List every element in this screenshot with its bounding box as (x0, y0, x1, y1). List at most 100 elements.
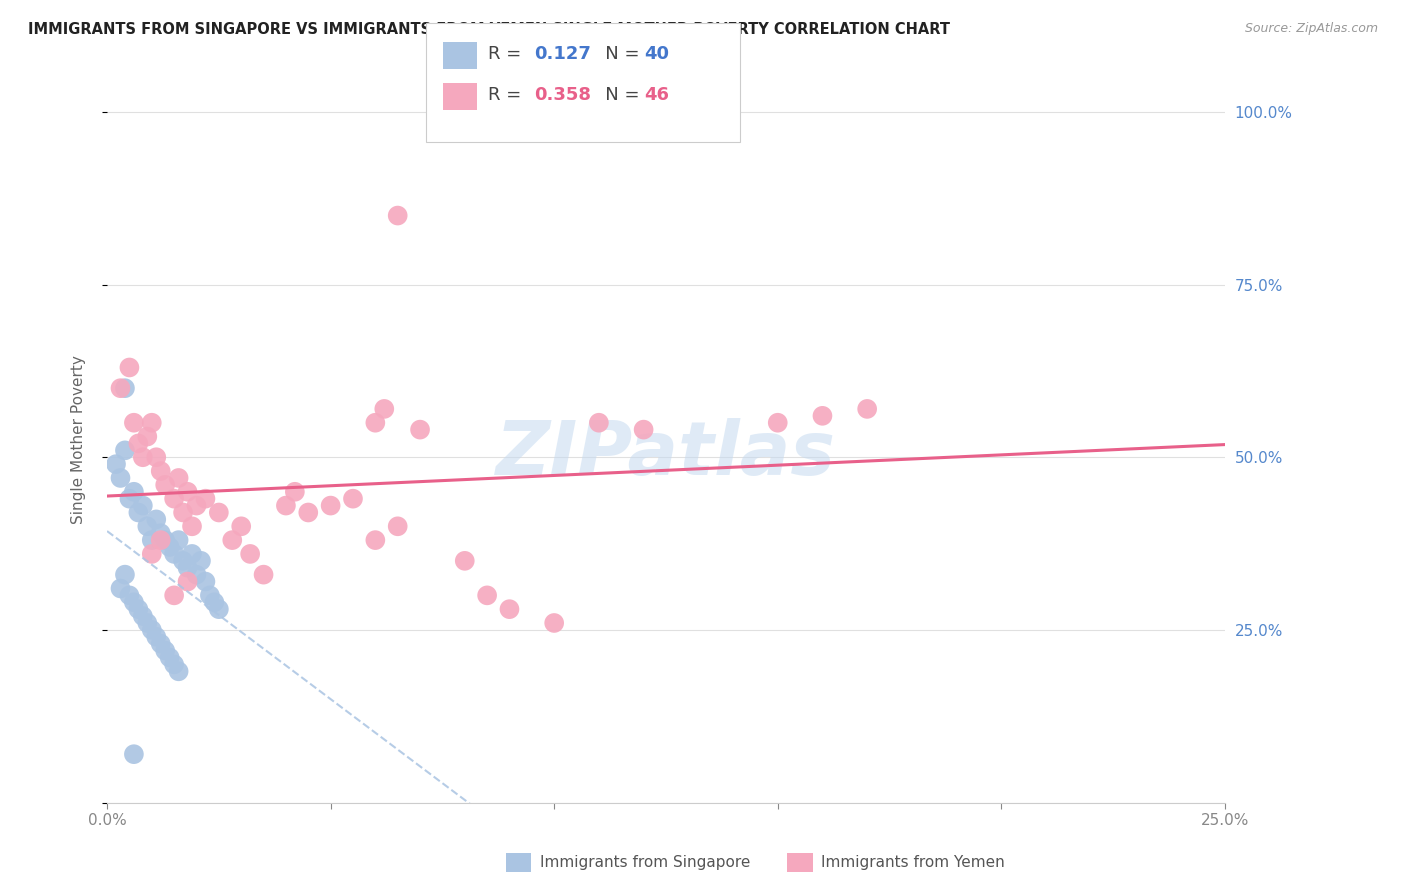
Point (163, 491, 186, 506)
Text: Immigrants from Singapore: Immigrants from Singapore (540, 855, 751, 870)
Point (176, 560, 198, 574)
Point (122, 416, 145, 430)
Text: 40: 40 (644, 45, 669, 63)
Point (297, 506, 319, 520)
Point (163, 547, 186, 561)
Point (364, 533, 387, 548)
Point (194, 574, 217, 589)
Point (176, 484, 198, 499)
Point (132, 609, 155, 624)
Point (141, 547, 163, 561)
Point (208, 602, 231, 616)
Point (114, 443, 136, 458)
Point (176, 574, 198, 589)
Text: N =: N = (588, 87, 645, 104)
Point (194, 491, 217, 506)
Point (172, 506, 194, 520)
Text: 0.358: 0.358 (534, 87, 592, 104)
Point (127, 506, 149, 520)
Point (149, 464, 172, 478)
Point (127, 436, 149, 450)
Point (149, 533, 172, 548)
Point (172, 554, 194, 568)
Point (319, 499, 342, 513)
Point (231, 519, 253, 533)
Point (136, 519, 159, 533)
Point (118, 491, 141, 506)
Point (239, 547, 262, 561)
Point (342, 491, 364, 506)
Point (856, 401, 879, 416)
Point (118, 588, 141, 602)
Point (127, 602, 149, 616)
Point (588, 416, 610, 430)
Point (766, 416, 789, 430)
Y-axis label: Single Mother Poverty: Single Mother Poverty (72, 356, 86, 524)
Point (159, 540, 181, 554)
Point (167, 665, 190, 679)
Point (149, 526, 172, 541)
Text: R =: R = (488, 45, 533, 63)
Point (141, 533, 163, 548)
Text: N =: N = (588, 45, 645, 63)
Point (132, 450, 155, 465)
Text: IMMIGRANTS FROM SINGAPORE VS IMMIGRANTS FROM YEMEN SINGLE MOTHER POVERTY CORRELA: IMMIGRANTS FROM SINGAPORE VS IMMIGRANTS … (28, 22, 950, 37)
Point (153, 533, 176, 548)
Point (105, 457, 128, 471)
Point (141, 416, 163, 430)
Point (181, 519, 204, 533)
Point (114, 381, 136, 395)
Point (141, 623, 163, 637)
Point (153, 643, 176, 657)
Point (274, 499, 297, 513)
Point (145, 630, 167, 644)
Point (114, 567, 136, 582)
Point (118, 360, 141, 375)
Point (110, 471, 132, 485)
Text: Source: ZipAtlas.com: Source: ZipAtlas.com (1244, 22, 1378, 36)
Text: ZIPatlas: ZIPatlas (496, 418, 837, 491)
Point (136, 429, 159, 443)
Point (186, 567, 208, 582)
Point (475, 588, 498, 602)
Point (110, 582, 132, 596)
Point (364, 416, 387, 430)
Point (153, 478, 176, 492)
Point (543, 615, 565, 630)
Point (132, 499, 155, 513)
Point (409, 423, 432, 437)
Point (122, 595, 145, 609)
Point (633, 423, 655, 437)
Point (159, 650, 181, 665)
Point (811, 409, 834, 423)
Text: 0.127: 0.127 (534, 45, 591, 63)
Point (136, 615, 159, 630)
Point (198, 588, 221, 602)
Point (186, 499, 208, 513)
Point (122, 747, 145, 761)
Text: 46: 46 (644, 87, 669, 104)
Point (208, 506, 231, 520)
Point (122, 484, 145, 499)
Point (145, 512, 167, 526)
Point (498, 602, 520, 616)
Point (167, 471, 190, 485)
Point (163, 588, 186, 602)
Point (167, 533, 190, 548)
Point (145, 450, 167, 465)
Point (284, 484, 307, 499)
Text: Immigrants from Yemen: Immigrants from Yemen (821, 855, 1005, 870)
Point (454, 554, 477, 568)
Point (221, 533, 243, 548)
Point (252, 567, 274, 582)
Point (387, 209, 409, 223)
Point (110, 381, 132, 395)
Point (202, 595, 225, 609)
Point (190, 554, 212, 568)
Text: R =: R = (488, 87, 527, 104)
Point (149, 637, 172, 651)
Point (163, 657, 186, 672)
Point (181, 547, 204, 561)
Point (387, 519, 409, 533)
Point (373, 401, 395, 416)
